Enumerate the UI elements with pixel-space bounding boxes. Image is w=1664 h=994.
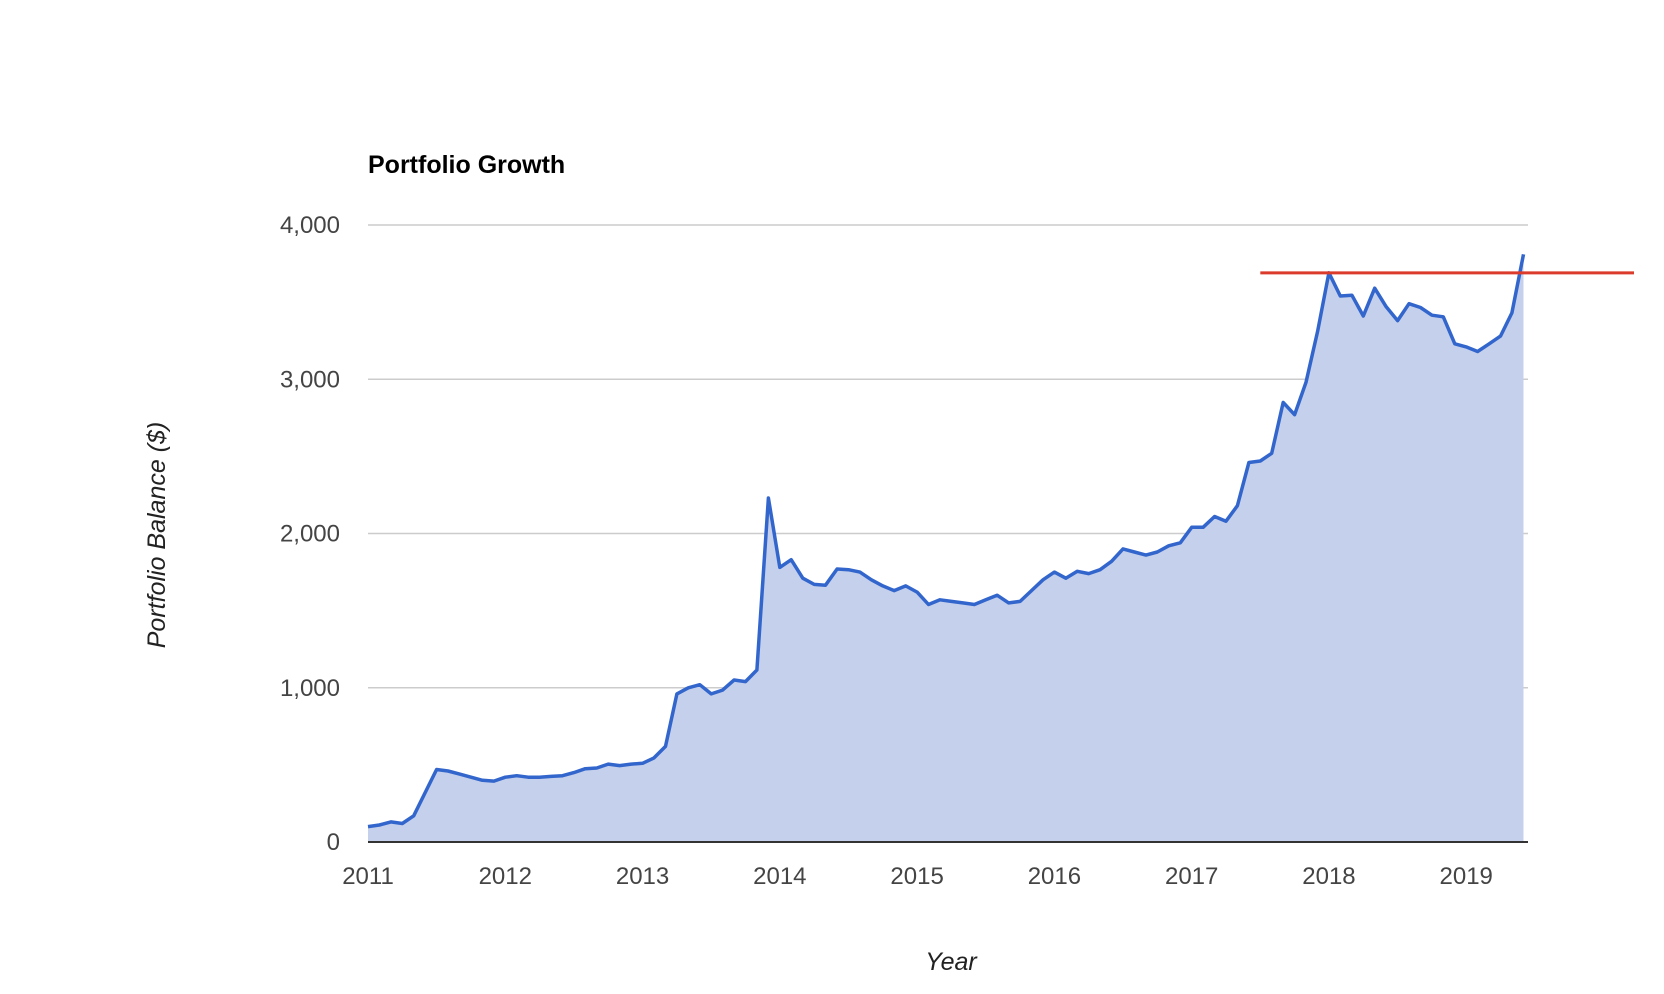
x-tick-label: 2016: [1028, 863, 1081, 890]
x-tick-label: 2017: [1165, 863, 1218, 890]
x-axis-title: Year: [925, 948, 978, 976]
y-tick-label: 4,000: [280, 212, 340, 239]
x-tick-label: 2014: [753, 863, 806, 890]
x-tick-label: 2013: [616, 863, 669, 890]
chart-title: Portfolio Growth: [368, 151, 565, 179]
y-tick-label: 3,000: [280, 366, 340, 393]
x-tick-label: 2012: [479, 863, 532, 890]
y-tick-label: 1,000: [280, 675, 340, 702]
series-line: [367, 253, 1526, 829]
y-tick-label: 0: [327, 829, 340, 856]
y-tick-label: 2,000: [280, 521, 340, 548]
y-axis-ticks: 0 1,000 2,000 3,000 4,000: [280, 212, 340, 856]
area-fill: [368, 254, 1524, 843]
x-tick-label: 2019: [1440, 863, 1493, 890]
x-tick-label: 2011: [342, 863, 394, 890]
x-tick-label: 2015: [890, 863, 943, 890]
x-tick-label: 2018: [1302, 863, 1355, 890]
y-axis-title: Portfolio Balance ($): [143, 422, 171, 649]
x-axis-ticks: 2011 2012 2013 2014 2015 2016 2017 2018 2019: [342, 863, 1493, 890]
